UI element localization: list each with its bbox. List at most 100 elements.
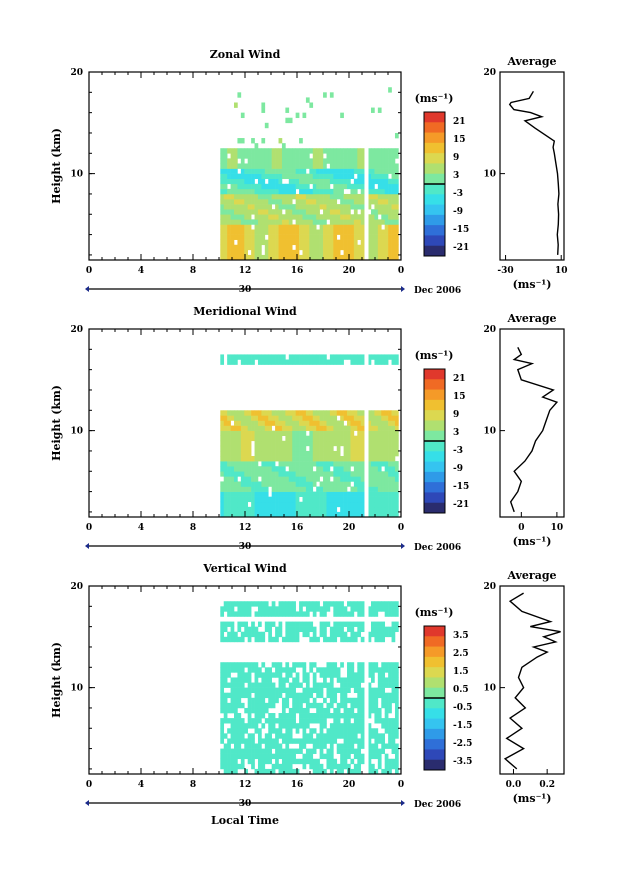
zonal-cell bbox=[371, 153, 375, 159]
zonal-cell bbox=[312, 163, 317, 169]
meridional-cell bbox=[353, 461, 358, 467]
vertical-cell bbox=[240, 738, 245, 744]
vertical-cell bbox=[227, 702, 231, 709]
zonal-cell bbox=[381, 229, 386, 235]
vertical-cell bbox=[312, 636, 317, 643]
zonal-cell bbox=[230, 214, 235, 220]
vertical-cell bbox=[357, 723, 362, 729]
meridional-cell bbox=[333, 511, 338, 518]
vertical-cell bbox=[323, 672, 327, 678]
meridional-cell bbox=[288, 420, 293, 426]
vertical-cell bbox=[261, 707, 266, 714]
zonal-cell bbox=[281, 244, 286, 251]
zonal-cell bbox=[323, 199, 327, 205]
meridional-cell bbox=[391, 481, 396, 487]
vertical-cell bbox=[333, 713, 338, 719]
zonal-cell bbox=[247, 219, 252, 225]
meridional-cell bbox=[347, 491, 351, 497]
meridional-cell bbox=[350, 445, 355, 452]
vertical-cell bbox=[340, 662, 344, 668]
vertical-cell bbox=[285, 723, 290, 729]
zonal-cell bbox=[329, 153, 334, 159]
vertical-cell bbox=[336, 672, 341, 678]
meridional-cell bbox=[333, 481, 338, 487]
meridional-cell bbox=[357, 511, 362, 518]
meridional-cell bbox=[384, 440, 389, 447]
vertical-cell bbox=[257, 713, 262, 719]
vertical-cell bbox=[295, 707, 300, 714]
vertical-cell bbox=[357, 738, 362, 744]
meridional-cell bbox=[384, 425, 389, 431]
vertical-cell bbox=[353, 631, 358, 638]
meridional-cell bbox=[268, 420, 272, 426]
vertical-cell bbox=[223, 667, 228, 673]
meridional-cell bbox=[295, 354, 300, 360]
zonal-cell bbox=[312, 229, 317, 235]
zonal-cell bbox=[292, 204, 296, 210]
zonal-cell bbox=[234, 153, 238, 159]
vertical-cell bbox=[374, 753, 379, 760]
vertical-cell bbox=[254, 718, 259, 724]
meridional-colorbar-swatch bbox=[424, 369, 445, 380]
zonal-cell bbox=[367, 173, 372, 179]
zonal-cell bbox=[316, 193, 320, 200]
zonal-cell bbox=[230, 193, 235, 200]
meridional-cell bbox=[326, 476, 331, 482]
vertical-cell bbox=[285, 758, 290, 765]
meridional-cell bbox=[319, 491, 324, 497]
meridional-cell bbox=[353, 450, 358, 457]
zonal-cell bbox=[340, 112, 344, 119]
vertical-cell bbox=[329, 713, 334, 719]
vertical-cell bbox=[240, 687, 245, 693]
vertical-cell bbox=[302, 697, 307, 704]
zonal-cell bbox=[360, 229, 365, 235]
meridional-cell bbox=[271, 481, 276, 487]
meridional-cell bbox=[350, 415, 355, 421]
meridional-cell bbox=[319, 450, 324, 457]
vertical-cell bbox=[333, 733, 338, 739]
vertical-cell bbox=[326, 682, 331, 688]
vertical-cell bbox=[275, 672, 279, 678]
meridional-cell bbox=[275, 430, 279, 436]
zonal-cell bbox=[381, 183, 386, 190]
zonal-cell bbox=[295, 204, 300, 210]
zonal-cell bbox=[394, 132, 399, 139]
vertical-cell bbox=[391, 733, 396, 739]
meridional-cell bbox=[271, 511, 276, 518]
zonal-cell bbox=[275, 148, 279, 154]
zonal-cell bbox=[309, 229, 314, 235]
vertical-cell bbox=[388, 738, 392, 744]
meridional-cell bbox=[278, 425, 283, 431]
zonal-cell bbox=[305, 148, 310, 154]
meridional-cell bbox=[237, 450, 242, 457]
vertical-cell bbox=[357, 743, 362, 749]
vertical-cell bbox=[295, 723, 300, 729]
meridional-cell bbox=[251, 466, 255, 472]
vertical-cell bbox=[240, 692, 245, 699]
meridional-cell bbox=[374, 435, 379, 442]
zonal-cell bbox=[384, 183, 389, 190]
zonal-cell bbox=[309, 148, 314, 154]
meridional-cell bbox=[275, 440, 279, 447]
zonal-average-profile-line bbox=[508, 90, 560, 255]
zonal-cell bbox=[254, 153, 259, 159]
meridional-cell bbox=[244, 491, 249, 497]
zonal-cell bbox=[347, 153, 351, 159]
meridional-cell bbox=[220, 511, 225, 518]
zonal-cell bbox=[220, 188, 225, 195]
zonal-cell bbox=[350, 173, 355, 179]
vertical-cell bbox=[234, 601, 238, 607]
meridional-cell bbox=[357, 501, 362, 508]
zonal-cell bbox=[223, 239, 228, 246]
meridional-cell bbox=[261, 435, 266, 442]
meridional-cell bbox=[288, 496, 293, 503]
meridional-cell bbox=[316, 491, 320, 497]
zonal-cell bbox=[394, 199, 399, 205]
zonal-cell bbox=[271, 234, 276, 240]
vertical-cell bbox=[360, 611, 365, 617]
zonal-cell bbox=[268, 204, 272, 210]
zonal-cell bbox=[240, 138, 245, 144]
meridional-cell bbox=[257, 511, 262, 518]
zonal-cell bbox=[316, 204, 320, 210]
meridional-cell bbox=[295, 456, 300, 462]
